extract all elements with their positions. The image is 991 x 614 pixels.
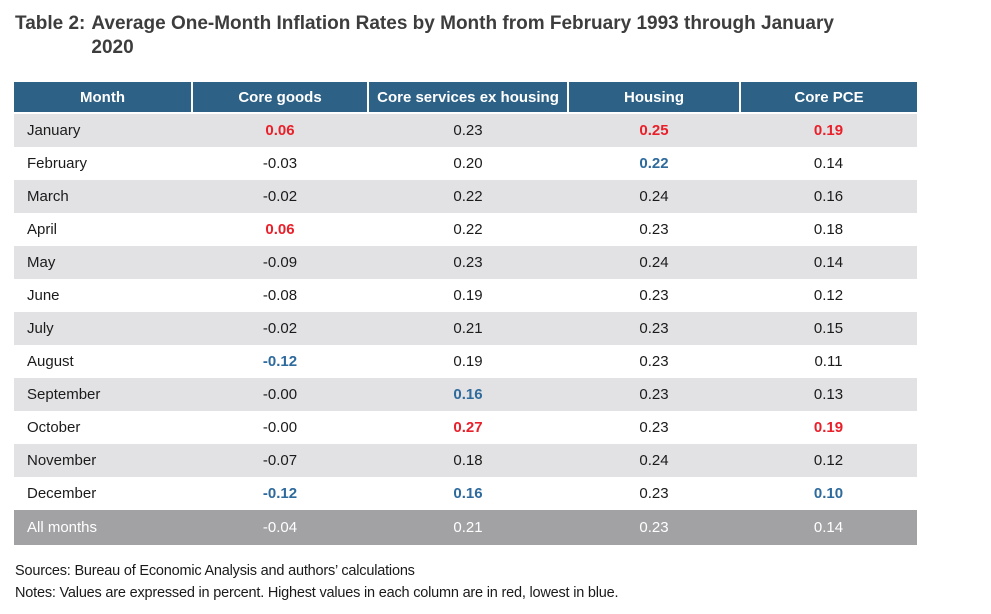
- value-cell: -0.12: [192, 345, 368, 378]
- value-cell: 0.19: [368, 279, 568, 312]
- month-cell: All months: [14, 510, 192, 545]
- month-cell: April: [14, 213, 192, 246]
- value-cell: 0.23: [568, 279, 740, 312]
- value-cell: 0.16: [368, 477, 568, 510]
- value-cell: 0.12: [740, 279, 917, 312]
- value-cell: 0.18: [740, 213, 917, 246]
- table-row: December -0.12 0.16 0.23 0.10: [14, 477, 917, 510]
- value-cell: 0.23: [568, 213, 740, 246]
- month-cell: November: [14, 444, 192, 477]
- column-header-month: Month: [14, 82, 193, 114]
- table-footer: Sources: Bureau of Economic Analysis and…: [15, 560, 619, 604]
- table-row: July -0.02 0.21 0.23 0.15: [14, 312, 917, 345]
- month-cell: May: [14, 246, 192, 279]
- table-title: Table 2: Average One-Month Inflation Rat…: [15, 12, 871, 60]
- value-cell: 0.06: [192, 213, 368, 246]
- month-cell: December: [14, 477, 192, 510]
- value-cell: 0.23: [368, 113, 568, 147]
- table-row: August -0.12 0.19 0.23 0.11: [14, 345, 917, 378]
- month-cell: January: [14, 113, 192, 147]
- value-cell: 0.25: [568, 113, 740, 147]
- month-cell: June: [14, 279, 192, 312]
- column-header-core-services-ex-housing: Core services ex housing: [368, 82, 569, 114]
- table-row: June -0.08 0.19 0.23 0.12: [14, 279, 917, 312]
- month-cell: March: [14, 180, 192, 213]
- value-cell: 0.23: [568, 378, 740, 411]
- value-cell: 0.24: [568, 444, 740, 477]
- table-row: October -0.00 0.27 0.23 0.19: [14, 411, 917, 444]
- value-cell: 0.23: [568, 411, 740, 444]
- value-cell: 0.13: [740, 378, 917, 411]
- table-body: January 0.06 0.23 0.25 0.19 February -0.03 0.20…: [14, 113, 917, 510]
- value-cell: 0.15: [740, 312, 917, 345]
- value-cell: 0.10: [740, 477, 917, 510]
- table-row: April 0.06 0.22 0.23 0.18: [14, 213, 917, 246]
- value-cell: -0.02: [192, 180, 368, 213]
- value-cell: -0.09: [192, 246, 368, 279]
- value-cell: 0.16: [368, 378, 568, 411]
- footer-notes: Notes: Values are expressed in percent. …: [15, 585, 619, 601]
- month-cell: September: [14, 378, 192, 411]
- table-row: May -0.09 0.23 0.24 0.14: [14, 246, 917, 279]
- value-cell: 0.14: [740, 510, 917, 545]
- value-cell: 0.11: [740, 345, 917, 378]
- value-cell: 0.23: [568, 510, 740, 545]
- value-cell: 0.18: [368, 444, 568, 477]
- value-cell: 0.22: [368, 213, 568, 246]
- table-title-label: Table 2:: [15, 13, 86, 34]
- value-cell: -0.04: [192, 510, 368, 545]
- value-cell: 0.21: [368, 510, 568, 545]
- table-row: November -0.07 0.18 0.24 0.12: [14, 444, 917, 477]
- month-cell: October: [14, 411, 192, 444]
- table-header: Month Core goods Core services ex housin…: [14, 82, 917, 114]
- table-row: March -0.02 0.22 0.24 0.16: [14, 180, 917, 213]
- value-cell: 0.22: [568, 147, 740, 180]
- value-cell: 0.06: [192, 113, 368, 147]
- value-cell: -0.00: [192, 378, 368, 411]
- value-cell: 0.19: [740, 411, 917, 444]
- value-cell: -0.00: [192, 411, 368, 444]
- inflation-rates-table: Month Core goods Core services ex housin…: [14, 82, 917, 545]
- header-row: Month Core goods Core services ex housin…: [14, 82, 917, 114]
- value-cell: 0.23: [568, 477, 740, 510]
- value-cell: -0.03: [192, 147, 368, 180]
- month-cell: July: [14, 312, 192, 345]
- value-cell: 0.23: [568, 345, 740, 378]
- value-cell: 0.16: [740, 180, 917, 213]
- value-cell: -0.12: [192, 477, 368, 510]
- column-header-housing: Housing: [568, 82, 741, 114]
- value-cell: 0.19: [740, 113, 917, 147]
- table-row: September -0.00 0.16 0.23 0.13: [14, 378, 917, 411]
- table-row: February -0.03 0.20 0.22 0.14: [14, 147, 917, 180]
- table-title-text: Average One-Month Inflation Rates by Mon…: [91, 13, 834, 58]
- column-header-core-goods: Core goods: [192, 82, 369, 114]
- value-cell: 0.27: [368, 411, 568, 444]
- summary-row: All months -0.04 0.21 0.23 0.14: [14, 510, 917, 545]
- value-cell: -0.07: [192, 444, 368, 477]
- month-cell: August: [14, 345, 192, 378]
- value-cell: 0.14: [740, 246, 917, 279]
- value-cell: 0.24: [568, 180, 740, 213]
- value-cell: 0.20: [368, 147, 568, 180]
- value-cell: 0.21: [368, 312, 568, 345]
- value-cell: 0.23: [568, 312, 740, 345]
- value-cell: 0.22: [368, 180, 568, 213]
- table-row: January 0.06 0.23 0.25 0.19: [14, 113, 917, 147]
- value-cell: 0.14: [740, 147, 917, 180]
- value-cell: -0.02: [192, 312, 368, 345]
- value-cell: 0.24: [568, 246, 740, 279]
- value-cell: 0.23: [368, 246, 568, 279]
- column-header-core-pce: Core PCE: [740, 82, 917, 114]
- value-cell: -0.08: [192, 279, 368, 312]
- footer-sources: Sources: Bureau of Economic Analysis and…: [15, 563, 415, 579]
- value-cell: 0.19: [368, 345, 568, 378]
- value-cell: 0.12: [740, 444, 917, 477]
- month-cell: February: [14, 147, 192, 180]
